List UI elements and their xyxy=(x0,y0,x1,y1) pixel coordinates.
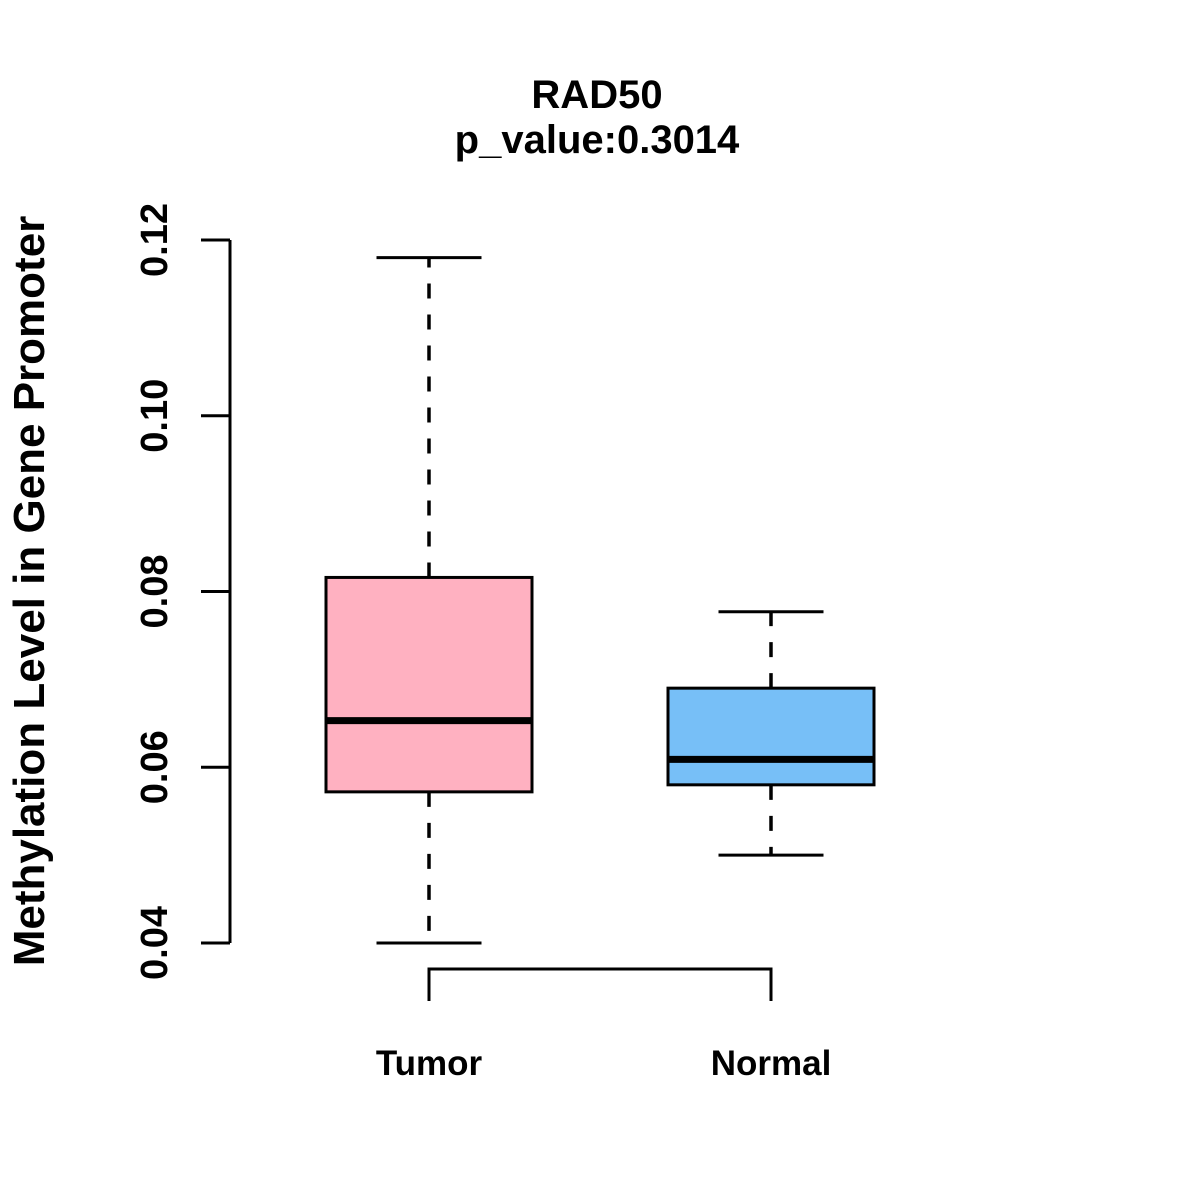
x-group-label-normal: Normal xyxy=(711,1044,832,1083)
x-axis-bracket xyxy=(427,967,773,1001)
y-axis-title: Methylation Level in Gene Promoter xyxy=(5,216,54,967)
y-tick-label: 0.04 xyxy=(134,906,176,980)
x-group-label-tumor: Tumor xyxy=(376,1044,483,1083)
plot-area: 0.04 0.06 0.08 0.10 0.12 Tumor Normal xyxy=(134,203,876,1083)
y-tick-label: 0.08 xyxy=(134,555,176,629)
iqr-box-normal xyxy=(666,686,876,787)
chart-title: RAD50 xyxy=(531,73,662,117)
y-tick-label: 0.10 xyxy=(134,379,176,453)
iqr-box-tumor xyxy=(324,575,534,794)
chart-subtitle: p_value:0.3014 xyxy=(455,118,740,162)
y-tick-label: 0.12 xyxy=(134,203,176,277)
y-tick-label: 0.06 xyxy=(134,730,176,804)
